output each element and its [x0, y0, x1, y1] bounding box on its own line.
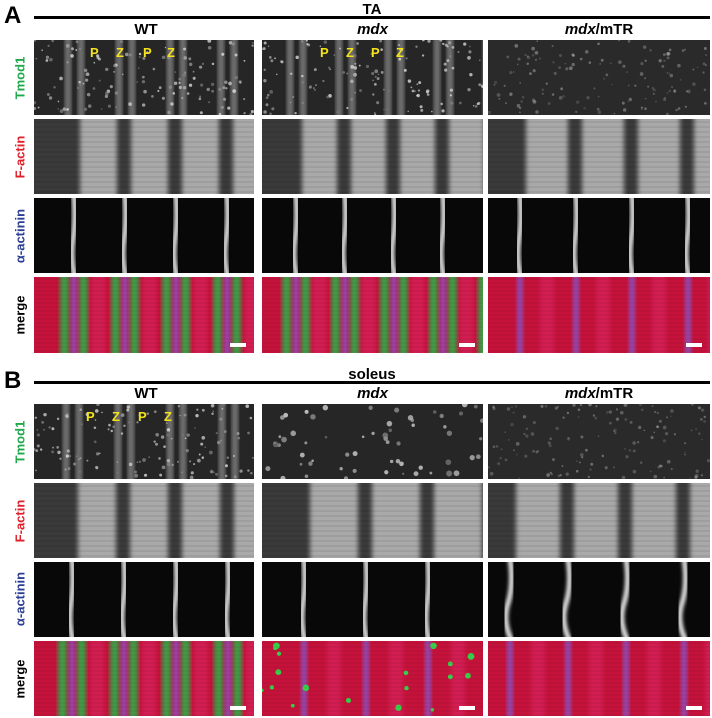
col-name: mdx	[564, 385, 596, 402]
panel-b-image-grid	[34, 404, 710, 716]
factin-micrograph	[488, 483, 710, 558]
factin-micrograph	[262, 483, 483, 558]
col-name: mdx	[357, 385, 388, 402]
scale-bar	[459, 343, 475, 347]
col-suffix: /mTR	[595, 385, 634, 402]
marker-p: P	[371, 45, 380, 60]
marker-p: P	[320, 45, 329, 60]
factin-micrograph	[488, 119, 710, 194]
col-name: mdx	[357, 21, 388, 38]
panel-b-title: soleus	[348, 366, 396, 383]
panel-b-col-mdx: mdx	[262, 386, 483, 401]
panel-a-row-actinin: α-actinin	[12, 208, 28, 264]
merge-micrograph	[262, 277, 483, 353]
merge-micrograph	[488, 641, 710, 716]
panel-b-col-wt: WT	[134, 385, 158, 402]
panel-a-row-merge: merge	[12, 295, 28, 335]
panel-a-rule	[34, 16, 710, 19]
merge-micrograph	[488, 277, 710, 353]
scale-bar	[230, 706, 246, 710]
marker-p: P	[138, 409, 147, 424]
marker-p: P	[143, 45, 152, 60]
panel-letter-b: B	[4, 367, 22, 394]
marker-p: P	[86, 409, 95, 424]
panel-b-row-merge: merge	[12, 659, 28, 699]
panel-a-col-wt: WT	[134, 21, 158, 38]
tmod-micrograph	[34, 404, 254, 479]
panel-a-row-tmod1: Tmod1	[12, 56, 28, 100]
merge-micrograph	[262, 641, 483, 716]
panel-letter-a: A	[4, 2, 22, 29]
tmod-micrograph	[262, 404, 483, 479]
tmod-micrograph	[262, 40, 483, 115]
actinin-micrograph	[262, 198, 483, 273]
col-suffix: /mTR	[595, 21, 634, 38]
tmod-micrograph	[488, 404, 710, 479]
panel-a-col-mdx: mdx	[262, 22, 483, 37]
merge-micrograph	[34, 277, 254, 353]
scale-bar	[686, 343, 702, 347]
panel-b-col-mdx-mtr: mdx/mTR	[488, 386, 710, 401]
marker-z: Z	[346, 45, 354, 60]
panel-b-row-actinin: α-actinin	[12, 571, 28, 627]
actinin-micrograph	[488, 562, 710, 637]
marker-p: P	[90, 45, 99, 60]
col-name: mdx	[564, 21, 596, 38]
panel-a-image-grid	[34, 40, 710, 354]
marker-z: Z	[112, 409, 120, 424]
marker-z: Z	[167, 45, 175, 60]
tmod-micrograph	[488, 40, 710, 115]
panel-a-col-mdx-mtr: mdx/mTR	[488, 22, 710, 37]
actinin-micrograph	[488, 198, 710, 273]
factin-micrograph	[34, 483, 254, 558]
panel-a-title: TA	[362, 1, 382, 18]
scale-bar	[459, 706, 475, 710]
scale-bar	[686, 706, 702, 710]
panel-b-row-factin: F-actin	[12, 499, 28, 543]
actinin-micrograph	[34, 562, 254, 637]
actinin-micrograph	[34, 198, 254, 273]
scale-bar	[230, 343, 246, 347]
factin-micrograph	[34, 119, 254, 194]
marker-z: Z	[116, 45, 124, 60]
marker-z: Z	[164, 409, 172, 424]
marker-z: Z	[396, 45, 404, 60]
merge-micrograph	[34, 641, 254, 716]
panel-b-row-tmod1: Tmod1	[12, 420, 28, 464]
panel-a-row-factin: F-actin	[12, 135, 28, 179]
actinin-micrograph	[262, 562, 483, 637]
panel-b-rule	[34, 381, 710, 384]
factin-micrograph	[262, 119, 483, 194]
tmod-micrograph	[34, 40, 254, 115]
